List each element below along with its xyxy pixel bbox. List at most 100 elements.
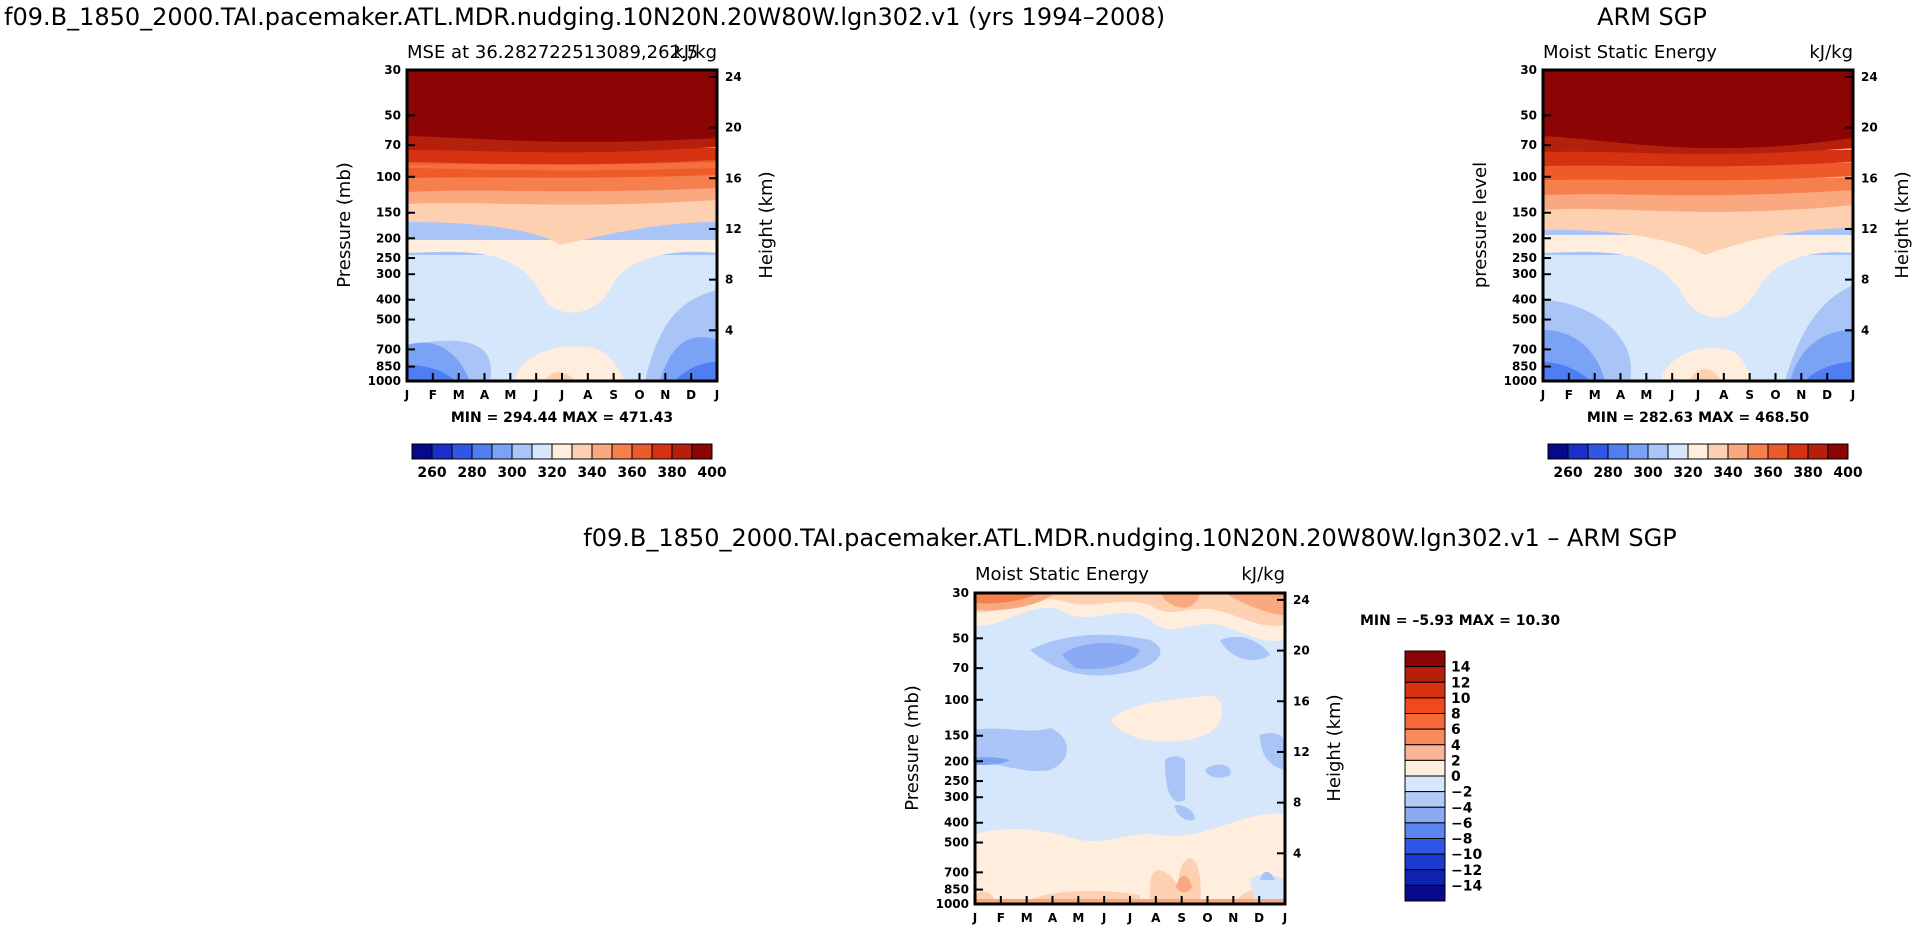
pressure-tick-label: 200 xyxy=(1512,231,1537,245)
contour-fill-diff xyxy=(975,593,1285,904)
pressure-tick-label: 400 xyxy=(1512,293,1537,307)
colorbar-swatch xyxy=(591,443,613,460)
colorbar-swatch xyxy=(1707,443,1729,460)
ylabel-right-diff: Height (km) xyxy=(1324,694,1345,801)
subtitle-right-diff: kJ/kg xyxy=(1241,564,1285,585)
colorbar-swatch xyxy=(1404,697,1446,714)
height-tick-label: 20 xyxy=(1293,644,1310,658)
month-tick-label: J xyxy=(533,388,538,402)
pressure-tick-label: 700 xyxy=(944,865,969,879)
month-tick-label: M xyxy=(504,388,516,402)
pressure-tick-label: 700 xyxy=(1512,342,1537,356)
subtitle-right-obs: kJ/kg xyxy=(1809,42,1853,63)
colorbar-label: 280 xyxy=(1593,465,1622,481)
colorbar-swatch xyxy=(1404,853,1446,871)
colorbar-swatch xyxy=(1567,443,1589,460)
pressure-tick-label: 300 xyxy=(944,790,969,804)
subtitle-left-obs: Moist Static Energy xyxy=(1543,42,1717,63)
month-tick-label: O xyxy=(1770,388,1780,402)
colorbar-swatch xyxy=(1627,443,1649,460)
colorbar-swatch xyxy=(631,443,653,460)
month-tick-label: D xyxy=(1822,388,1832,402)
month-tick-label: J xyxy=(1669,388,1674,402)
ylabel-obs: pressure level xyxy=(1470,162,1491,288)
month-tick-label: J xyxy=(1540,388,1545,402)
title-obs: ARM SGP xyxy=(1597,3,1707,31)
colorbar-swatch xyxy=(1787,443,1809,460)
pressure-tick-label: 300 xyxy=(376,267,401,281)
height-tick-label: 24 xyxy=(725,70,742,84)
colorbar-swatch xyxy=(1404,822,1446,839)
month-tick-label: J xyxy=(559,388,564,402)
colorbar-swatch xyxy=(1404,666,1446,683)
colorbar-label: 400 xyxy=(1833,465,1862,481)
month-tick-label: J xyxy=(404,388,409,402)
pressure-tick-label: 150 xyxy=(376,206,401,220)
month-tick-label: O xyxy=(1202,911,1212,925)
colorbar-label: 260 xyxy=(417,465,446,481)
pressure-tick-label: 70 xyxy=(1520,138,1537,152)
month-tick-label: A xyxy=(583,388,593,402)
pressure-tick-label: 30 xyxy=(1520,63,1537,77)
month-tick-label: D xyxy=(1254,911,1264,925)
colorbar-swatch xyxy=(1404,744,1446,761)
pressure-tick-label: 150 xyxy=(1512,206,1537,220)
colorbar-swatch xyxy=(471,443,493,460)
colorbar-label: 380 xyxy=(657,465,686,481)
title-model: f09.B_1850_2000.TAI.pacemaker.ATL.MDR.nu… xyxy=(4,3,1165,31)
height-tick-label: 20 xyxy=(725,121,742,135)
pressure-tick-label: 50 xyxy=(952,631,969,645)
height-tick-label: 24 xyxy=(1293,593,1310,607)
colorbar-label: −14 xyxy=(1451,878,1482,894)
month-tick-label: N xyxy=(1228,911,1238,925)
pressure-tick-label: 70 xyxy=(384,138,401,152)
ylabel-right-obs: Height (km) xyxy=(1892,171,1913,278)
colorbar-swatch xyxy=(411,443,433,460)
colorbar-label: 14 xyxy=(1451,660,1471,676)
colorbar-swatch xyxy=(511,443,533,460)
pressure-tick-label: 700 xyxy=(376,342,401,356)
minmax-model: MIN = 294.44 MAX = 471.43 xyxy=(451,410,673,426)
colorbar-label: 6 xyxy=(1451,722,1461,738)
pressure-tick-label: 50 xyxy=(384,108,401,122)
month-tick-label: M xyxy=(1021,911,1033,925)
colorbar-label: 280 xyxy=(457,465,486,481)
height-tick-label: 16 xyxy=(725,171,742,185)
month-tick-label: M xyxy=(1589,388,1601,402)
colorbar-swatch xyxy=(451,443,473,460)
month-tick-label: A xyxy=(1151,911,1161,925)
height-tick-label: 12 xyxy=(1861,222,1878,236)
pressure-tick-label: 400 xyxy=(376,293,401,307)
colorbar-swatch xyxy=(1747,443,1769,460)
month-tick-label: S xyxy=(609,388,618,402)
colorbar-swatch xyxy=(611,443,633,460)
colorbar-label: 300 xyxy=(1633,465,1662,481)
pressure-tick-label: 1000 xyxy=(368,374,401,388)
pressure-tick-label: 400 xyxy=(944,816,969,830)
colorbar-label: −6 xyxy=(1451,816,1472,832)
colorbar-swatch xyxy=(1587,443,1609,460)
height-tick-label: 8 xyxy=(1861,273,1869,287)
height-tick-label: 4 xyxy=(725,323,733,337)
colorbar-swatch xyxy=(1404,713,1446,730)
month-tick-label: A xyxy=(1048,911,1058,925)
height-tick-label: 8 xyxy=(725,273,733,287)
height-tick-label: 12 xyxy=(1293,745,1310,759)
month-tick-label: J xyxy=(1127,911,1132,925)
month-tick-label: S xyxy=(1745,388,1754,402)
panel-diff: Moist Static Energy kJ/kg xyxy=(902,564,1560,925)
month-tick-label: M xyxy=(1640,388,1652,402)
colorbar-swatch xyxy=(1404,681,1446,699)
month-tick-label: F xyxy=(1565,388,1573,402)
month-tick-label: D xyxy=(686,388,696,402)
pressure-tick-label: 1000 xyxy=(936,897,969,911)
colorbar-swatch xyxy=(671,443,693,460)
height-tick-label: 24 xyxy=(1861,70,1878,84)
colorbar-label: −4 xyxy=(1451,800,1473,816)
month-tick-label: F xyxy=(429,388,437,402)
height-tick-label: 16 xyxy=(1293,694,1310,708)
colorbar-swatch xyxy=(1547,443,1569,460)
colorbar-swatch xyxy=(1404,728,1446,746)
